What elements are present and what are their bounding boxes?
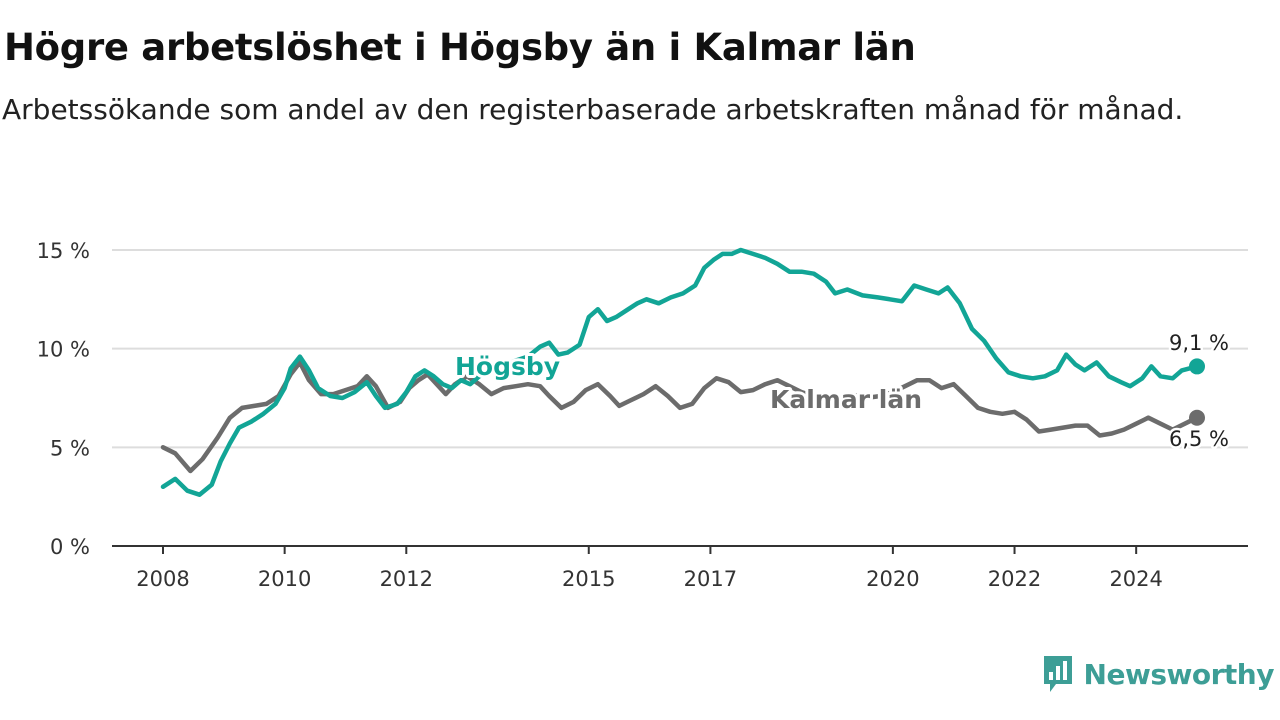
x-tick-label: 2010: [258, 567, 311, 591]
series-line-hogsby: [160, 247, 1200, 497]
y-tick-label: 5 %: [50, 436, 90, 460]
newsworthy-logo-icon: [1043, 656, 1072, 692]
x-tick-label: 2012: [380, 567, 433, 591]
x-tick-label: 2017: [684, 567, 737, 591]
end-point-kalmar: [1189, 409, 1205, 426]
end-point-hogsby: [1189, 358, 1205, 375]
brand: Newsworthy: [1042, 654, 1275, 694]
y-tick-label: 0 %: [50, 535, 90, 559]
x-tick-label: 2022: [988, 567, 1041, 591]
x-tick-label: 2015: [562, 567, 615, 591]
series-label-kalmar: Kalmar län: [770, 385, 922, 414]
y-tick-label: 15 %: [37, 239, 90, 263]
y-tick-label: 10 %: [37, 338, 90, 362]
end-label-kalmar: 6,5 %: [1169, 427, 1229, 451]
chart-title: Högre arbetslöshet i Högsby än i Kalmar …: [4, 26, 916, 69]
series-label-hogsby: Högsby: [455, 352, 560, 381]
chart-subtitle: Arbetssökande som andel av den registerb…: [2, 93, 1184, 126]
end-label-hogsby: 9,1 %: [1169, 331, 1229, 355]
x-tick-label: 2020: [866, 567, 919, 591]
x-tick-label: 2024: [1109, 567, 1162, 591]
x-tick-label: 2008: [136, 567, 189, 591]
series-line-kalmar: [160, 360, 1200, 474]
brand-name: Newsworthy: [1083, 657, 1275, 691]
